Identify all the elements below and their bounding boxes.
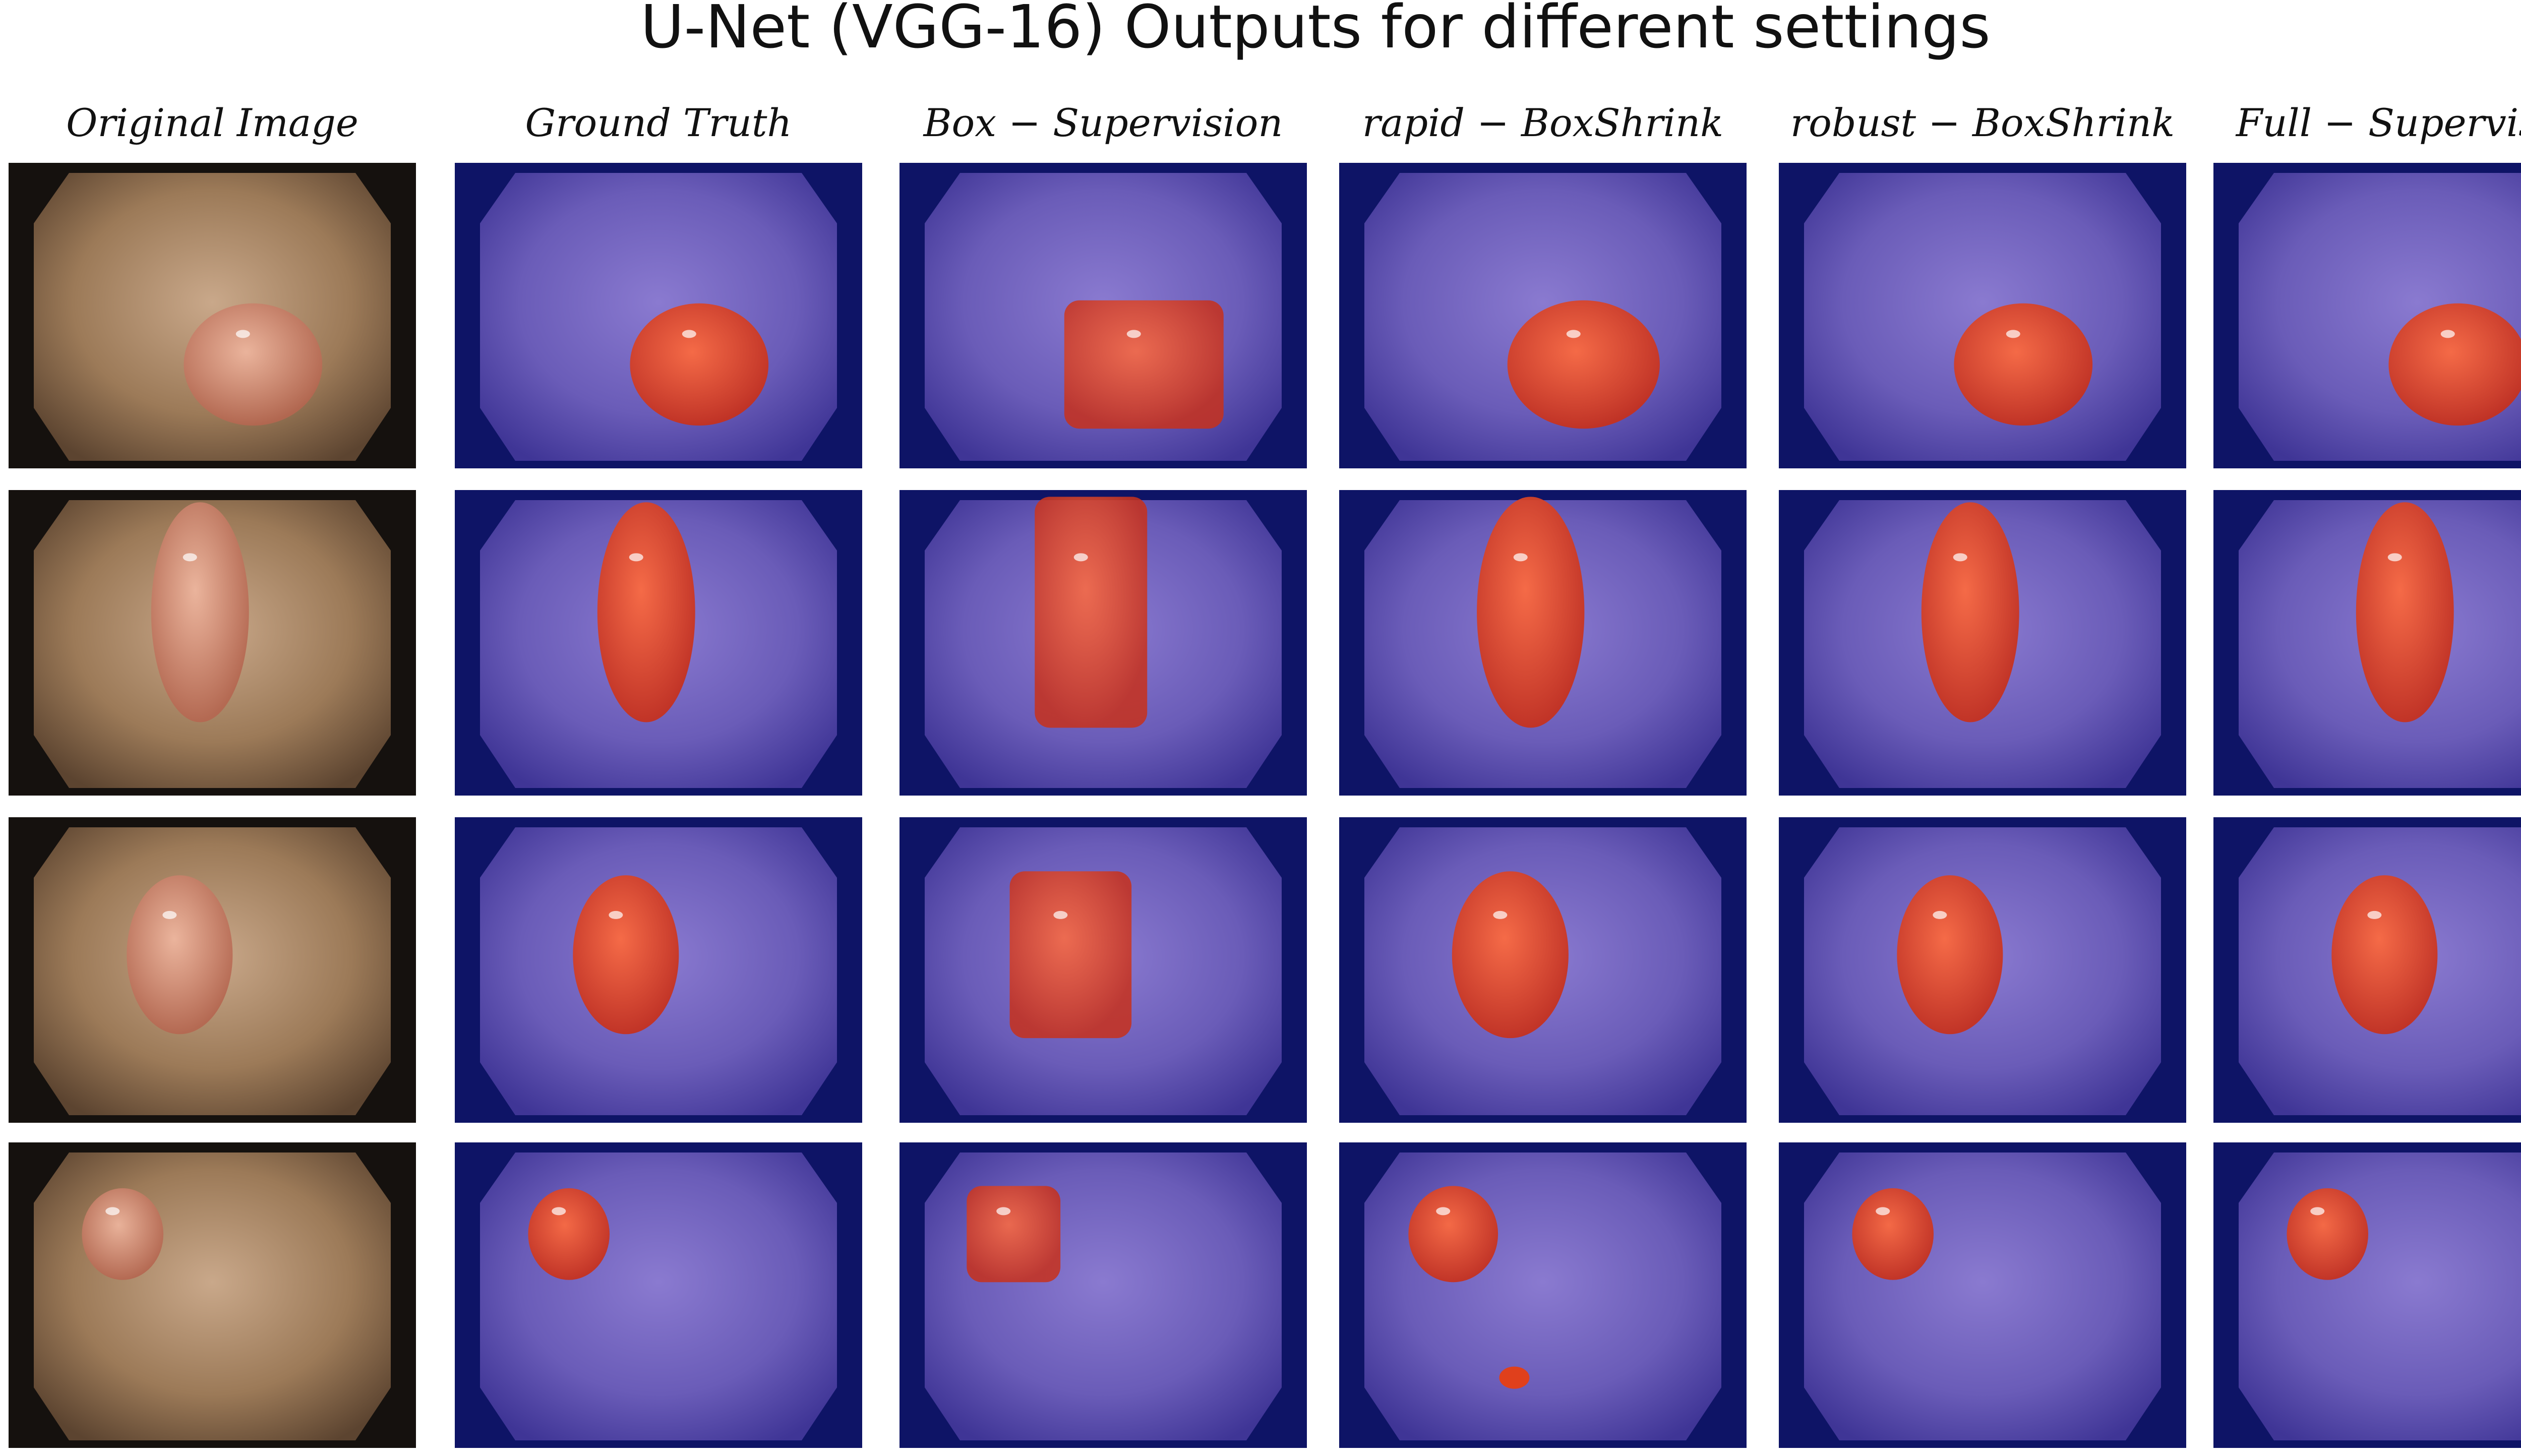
light-reflection	[1513, 553, 1528, 562]
polyp-mask	[1035, 497, 1148, 728]
image-tile	[9, 163, 416, 468]
light-reflection	[552, 1207, 566, 1216]
light-reflection	[2367, 911, 2382, 919]
figure-title: U-Net (VGG-16) Outputs for different set…	[640, 0, 1990, 62]
polyp-mask	[1408, 1186, 1498, 1283]
polyp-mask	[1064, 300, 1224, 429]
light-reflection	[1933, 911, 1947, 919]
polyp-mask	[1477, 497, 1585, 728]
light-reflection	[2387, 553, 2402, 562]
polyp	[82, 1188, 164, 1280]
polyp-mask	[1009, 871, 1132, 1039]
column-header: Original Image	[66, 100, 358, 145]
endoscopy-view	[34, 1152, 391, 1440]
light-reflection	[1126, 330, 1141, 338]
endoscopy-view	[2239, 1152, 2521, 1440]
image-tile	[9, 490, 416, 796]
image-tile	[1779, 490, 2186, 796]
image-tile	[9, 1142, 416, 1448]
light-reflection	[2440, 330, 2455, 338]
polyp-mask	[1921, 502, 2019, 722]
light-reflection	[1953, 553, 1967, 562]
image-tile	[1779, 163, 2186, 468]
light-reflection	[1073, 553, 1088, 562]
column-header: robust − BoxShrink	[1790, 100, 2175, 145]
image-tile	[455, 490, 862, 796]
light-reflection	[996, 1207, 1011, 1216]
image-tile	[1339, 490, 1747, 796]
polyp-mask	[2287, 1188, 2369, 1280]
endoscopy-view	[1364, 1152, 1721, 1440]
image-tile	[2213, 817, 2521, 1123]
image-tile	[455, 817, 862, 1123]
image-tile	[2213, 490, 2521, 796]
polyp-mask	[1897, 875, 2003, 1035]
polyp-mask	[573, 875, 679, 1035]
light-reflection	[183, 553, 197, 562]
light-reflection	[2006, 330, 2020, 338]
polyp-mask	[2356, 502, 2454, 722]
column-header: Ground Truth	[525, 100, 792, 145]
light-reflection	[1053, 911, 1068, 919]
image-tile	[2213, 1142, 2521, 1448]
image-tile	[1779, 817, 2186, 1123]
image-tile	[1779, 1142, 2186, 1448]
polyp-mask	[1954, 303, 2093, 426]
image-tile	[455, 1142, 862, 1448]
column-header: Full − Supervision	[2235, 100, 2521, 145]
image-tile	[2213, 163, 2521, 468]
light-reflection	[235, 330, 250, 338]
polyp-mask	[967, 1186, 1061, 1283]
image-tile	[1339, 163, 1747, 468]
polyp-mask	[1452, 871, 1569, 1039]
image-tile	[899, 163, 1307, 468]
polyp-mask	[528, 1188, 610, 1280]
polyp	[151, 502, 249, 722]
endoscopy-view	[480, 1152, 837, 1440]
polyp-mask	[1852, 1188, 1934, 1280]
polyp	[127, 875, 233, 1035]
image-tile	[899, 1142, 1307, 1448]
column-header: Box − Supervision	[923, 100, 1283, 145]
light-reflection	[609, 911, 623, 919]
light-reflection	[2310, 1207, 2325, 1216]
light-reflection	[1493, 911, 1508, 919]
light-reflection	[682, 330, 696, 338]
endoscopy-view	[1804, 1152, 2161, 1440]
column-header: rapid − BoxShrink	[1362, 100, 1723, 145]
image-tile	[455, 163, 862, 468]
image-tile	[899, 817, 1307, 1123]
image-tile	[1339, 1142, 1747, 1448]
polyp-mask	[597, 502, 695, 722]
image-tile	[9, 817, 416, 1123]
image-tile	[1339, 817, 1747, 1123]
light-reflection	[1876, 1207, 1890, 1216]
polyp-mask	[2388, 303, 2521, 426]
light-reflection	[162, 911, 177, 919]
polyp-mask	[1507, 300, 1660, 429]
light-reflection	[1566, 330, 1581, 338]
light-reflection	[1436, 1207, 1451, 1216]
light-reflection	[105, 1207, 120, 1216]
polyp-mask	[1499, 1366, 1530, 1389]
light-reflection	[629, 553, 643, 562]
image-tile	[899, 490, 1307, 796]
polyp	[184, 303, 323, 426]
polyp-mask	[2331, 875, 2438, 1035]
polyp-mask	[630, 303, 769, 426]
